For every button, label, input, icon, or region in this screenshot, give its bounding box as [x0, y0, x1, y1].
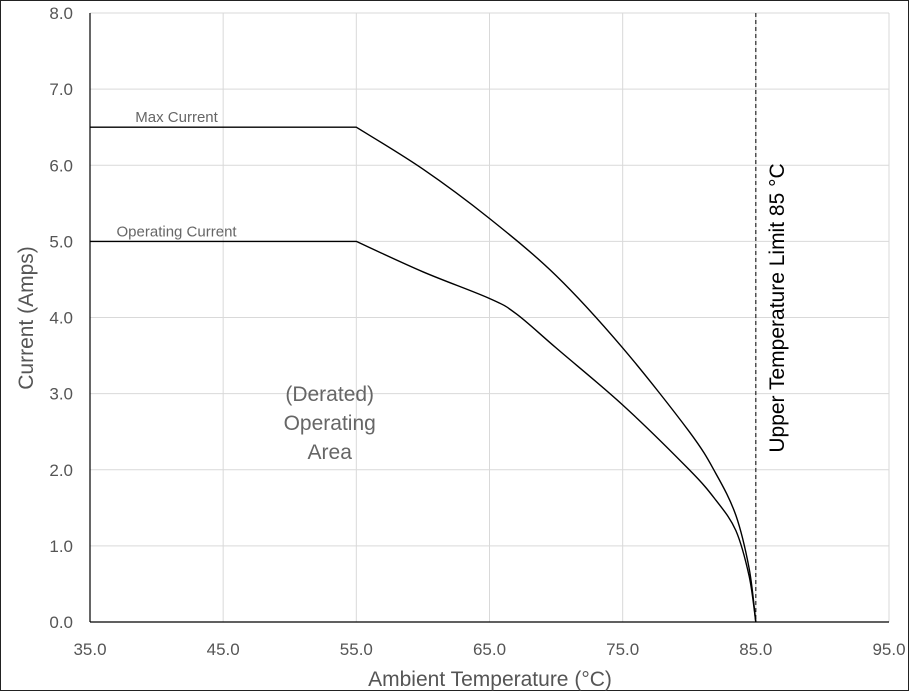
x-tick-label: 85.0: [739, 640, 772, 659]
series-label-operating-current: Operating Current: [117, 223, 238, 240]
upper-limit-label: Upper Temperature Limit 85 °C: [766, 163, 789, 452]
y-axis-title: Current (Amps): [15, 246, 38, 390]
x-axis-title: Ambient Temperature (°C): [368, 668, 612, 691]
y-tick-label: 4.0: [49, 309, 73, 328]
annotations: Upper Temperature Limit 85 °C (Derated) Op…: [284, 13, 789, 622]
y-tick-label: 3.0: [49, 385, 73, 404]
y-tick-label: 0.0: [49, 613, 73, 632]
y-tick-label: 5.0: [49, 232, 73, 251]
series-line-operating-current: [90, 240, 757, 623]
operating-area-label-line: Area: [308, 441, 353, 464]
y-tick-label: 7.0: [49, 80, 73, 99]
x-tick-label: 45.0: [207, 640, 240, 659]
x-tick-label: 95.0: [872, 640, 905, 659]
y-tick-label: 2.0: [49, 461, 73, 480]
axes: [89, 13, 889, 623]
operating-area-label-line: (Derated): [285, 383, 374, 406]
x-tick-label: 35.0: [73, 640, 106, 659]
y-tick-label: 8.0: [49, 4, 73, 23]
x-tick-label: 55.0: [340, 640, 373, 659]
y-tick-label: 6.0: [49, 156, 73, 175]
operating-area-label-line: Operating: [284, 412, 376, 435]
series-line-max-current: [90, 126, 757, 623]
series-lines: Max Current Operating Current: [90, 109, 757, 623]
tick-labels: 35.0 45.0 55.0 65.0 75.0 85.0 95.0 0.0 1.0 2.0 3.0…: [49, 4, 905, 659]
x-tick-label: 65.0: [473, 640, 506, 659]
y-tick-label: 1.0: [49, 537, 73, 556]
x-tick-label: 75.0: [606, 640, 639, 659]
series-label-max-current: Max Current: [135, 109, 218, 126]
